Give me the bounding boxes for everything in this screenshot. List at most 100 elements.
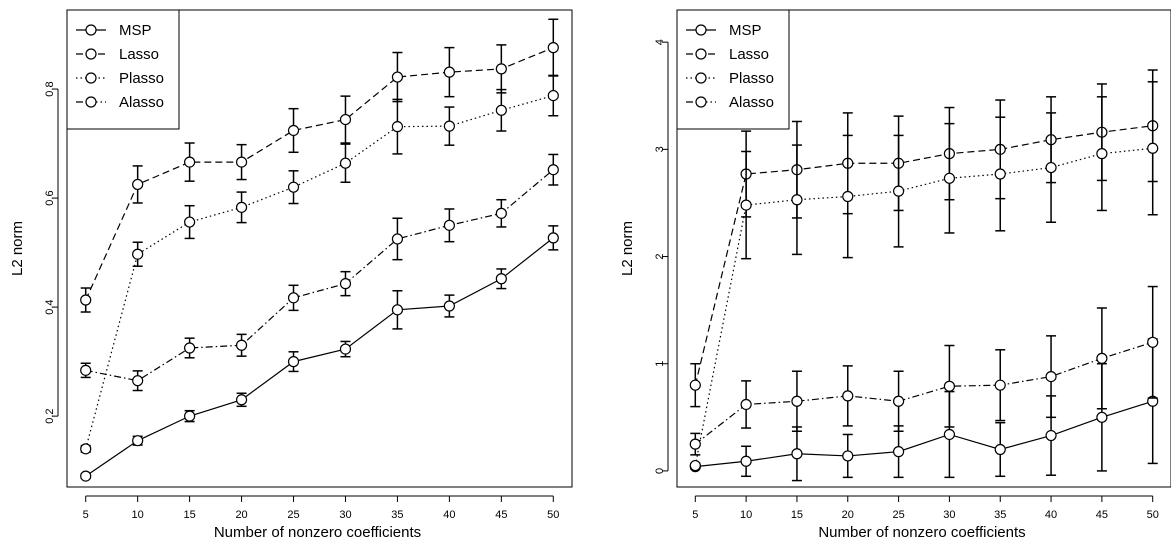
y-tick-label: 1 [654,361,666,367]
data-point [892,395,905,407]
data-point [495,273,507,285]
data-point [892,185,905,197]
data-point [1147,142,1159,154]
legend-marker-plasso [695,72,707,84]
data-point [740,199,752,211]
data-point [132,248,144,260]
data-point [547,42,559,54]
legend-label-lasso: Lasso [119,46,159,63]
data-point [689,379,701,391]
y-tick-label: 0.4 [44,299,56,314]
data-point [1045,429,1057,442]
data-point [495,63,507,75]
data-point [235,156,248,168]
series-msp [689,338,1159,482]
data-point [339,113,352,126]
y-tick-label: 3 [654,146,666,152]
legend-label-plasso: Plasso [119,70,164,87]
data-point [80,443,92,455]
y-tick-label: 0.8 [44,81,56,96]
y-tick-label: 0.6 [44,190,56,205]
x-tick-label: 30 [943,509,955,521]
data-point [235,394,248,406]
data-point [184,216,196,228]
data-point [235,339,248,351]
data-point [339,343,352,355]
x-tick-label: 45 [1096,509,1108,521]
data-point [339,157,352,169]
legend-label-lasso: Lasso [729,46,769,63]
y-axis-title: L2 norm [619,221,636,276]
legend-label-plasso: Plasso [729,70,774,87]
data-point [391,71,404,83]
legend-label-msp: MSP [729,22,762,39]
data-point [1096,148,1108,160]
y-tick-label: 2 [654,253,666,259]
series-line [85,237,554,477]
series-plasso [80,74,559,455]
x-tick-label: 50 [1147,509,1159,521]
data-point [80,294,92,306]
data-point [943,172,956,184]
legend-marker-msp [85,24,97,36]
x-tick-label: 40 [443,509,455,521]
data-point [132,435,144,447]
legend-marker-plasso [85,72,97,84]
data-point [689,459,701,472]
data-point [842,190,854,203]
series-alasso [689,285,1159,456]
series-line [85,169,554,382]
data-point [80,364,92,376]
data-point [1045,370,1057,383]
x-tick-label: 5 [692,509,698,521]
series-line [694,341,1153,445]
data-point [547,89,559,102]
data-point [391,304,404,316]
x-tick-label: 20 [235,509,247,521]
y-tick-label: 4 [654,39,666,45]
data-point [994,379,1006,391]
data-point [80,470,92,482]
x-tick-label: 15 [791,509,803,521]
legend-marker-alasso [695,96,707,108]
x-tick-label: 10 [740,509,752,521]
data-point [791,448,803,460]
x-tick-label: 40 [1045,509,1057,521]
legend-marker-msp [695,24,707,36]
data-point [1045,161,1057,174]
data-point [443,120,455,132]
data-point [339,278,352,290]
x-axis-title: Number of nonzero coefficients [214,524,421,541]
x-tick-label: 20 [842,509,854,521]
data-point [689,438,701,450]
legend-marker-lasso [695,48,707,60]
data-point [1096,411,1108,423]
data-point [287,356,300,368]
legend-label-alasso: Alasso [119,94,164,111]
chart-panel-1: 5 10 15 20 25 30 35 40 45 50 0.2 0.4 0.6 0.8 Number of… [9,9,573,541]
x-tick-label: 30 [339,509,351,521]
data-point [235,201,248,213]
data-point [740,398,752,411]
y-tick-label: 0 [654,468,666,474]
series-alasso [80,153,559,392]
plot-frame [66,9,573,488]
data-point [1096,352,1108,364]
x-tick-label: 45 [495,509,507,521]
data-point [391,233,404,245]
data-point [184,156,196,168]
data-point [994,168,1006,180]
chart-panel-2: 5 10 15 20 25 30 35 40 45 50 0 1 2 3 4 Number of nonzer… [619,9,1171,541]
data-point [132,375,144,387]
data-point [791,194,803,206]
plot-frame [676,9,1171,488]
data-point [994,443,1006,456]
data-point [943,380,956,392]
data-point [443,219,455,231]
data-point [443,300,455,312]
series-line [85,47,554,301]
data-point [842,390,854,402]
legend-marker-lasso [85,48,97,60]
x-tick-label: 5 [83,509,89,521]
